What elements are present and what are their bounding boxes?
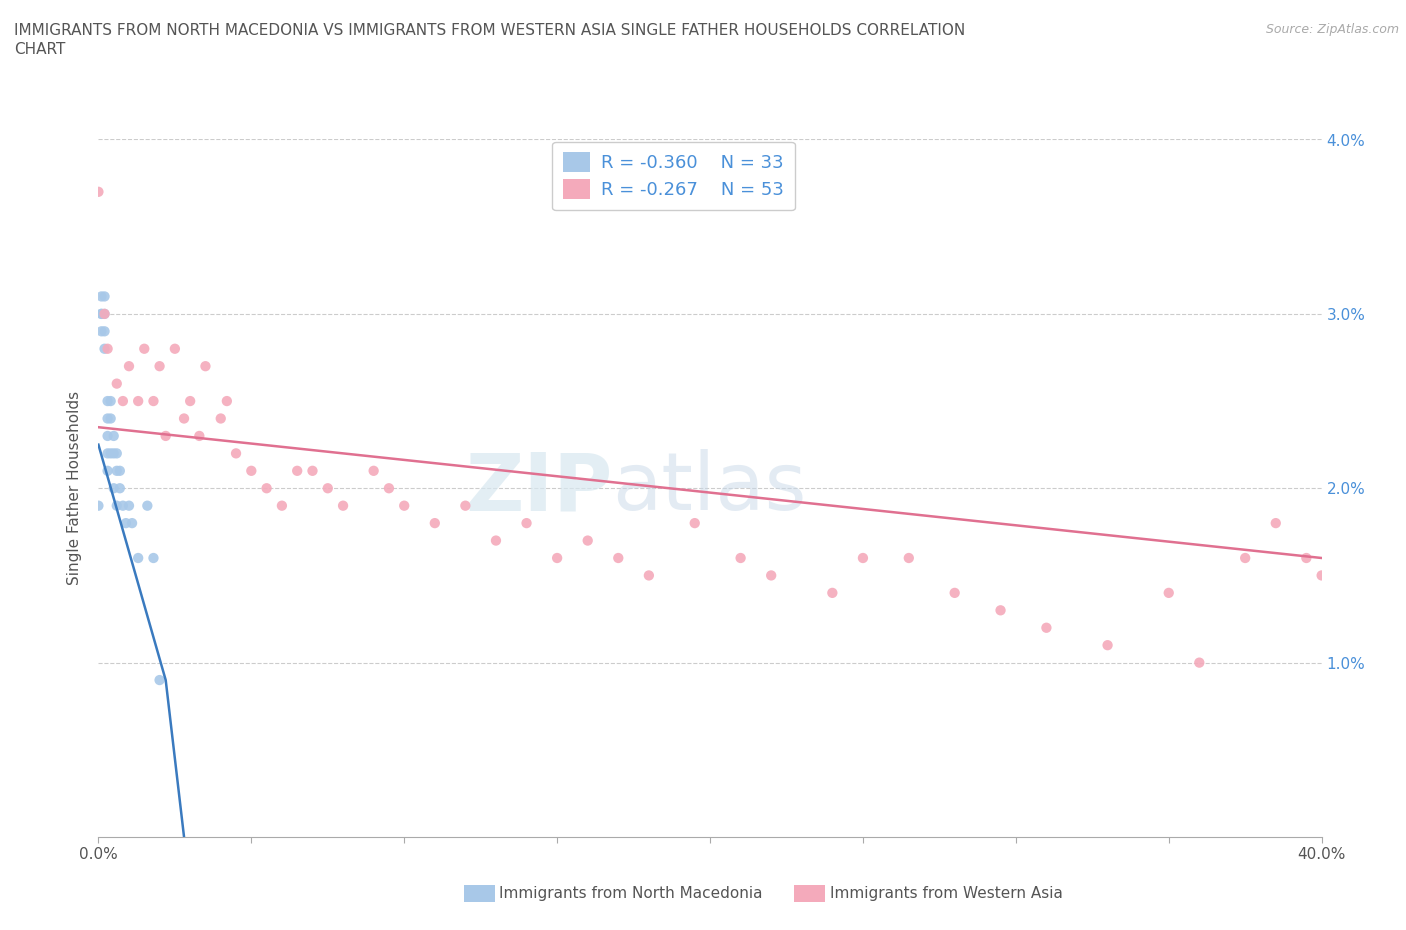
Point (423, 515, 446, 530)
Point (118, 498, 141, 513)
Point (103, 481, 125, 496)
Point (454, 498, 477, 513)
Point (852, 551, 875, 565)
Point (93, 324, 115, 339)
Point (121, 515, 143, 530)
Point (759, 568, 782, 583)
Point (90, 324, 112, 339)
Point (90, 289, 112, 304)
Text: CHART: CHART (14, 42, 66, 57)
Point (97, 393, 120, 408)
Point (105, 446, 128, 461)
Point (270, 498, 292, 513)
Point (90, 307, 112, 322)
Point (194, 359, 217, 374)
Text: Source: ZipAtlas.com: Source: ZipAtlas.com (1265, 23, 1399, 36)
Point (105, 498, 128, 513)
Point (1295, 551, 1317, 565)
Point (363, 463, 385, 478)
Point (111, 498, 134, 513)
Point (392, 498, 416, 513)
Point (111, 393, 134, 408)
Point (821, 586, 844, 601)
Point (93, 341, 115, 356)
Point (100, 393, 122, 408)
Point (149, 359, 172, 374)
Point (256, 481, 278, 496)
Legend: R = -0.360    N = 33, R = -0.267    N = 53: R = -0.360 N = 33, R = -0.267 N = 53 (553, 141, 794, 210)
Point (576, 533, 599, 548)
Point (179, 393, 201, 408)
Point (1264, 515, 1286, 530)
Y-axis label: Single Father Households: Single Father Households (67, 392, 83, 585)
Point (127, 393, 149, 408)
Point (97, 463, 120, 478)
Point (637, 568, 661, 583)
Point (93, 307, 115, 322)
Point (1310, 568, 1333, 583)
Point (730, 551, 752, 565)
Point (1234, 551, 1257, 565)
Point (134, 341, 156, 356)
Point (149, 672, 172, 687)
Point (142, 551, 165, 565)
Text: atlas: atlas (612, 449, 807, 527)
Point (93, 307, 115, 322)
Point (97, 446, 120, 461)
Point (683, 515, 706, 530)
Point (943, 586, 966, 601)
Point (115, 515, 138, 530)
Point (1188, 656, 1211, 671)
Point (897, 551, 920, 565)
Point (516, 515, 538, 530)
Point (97, 341, 120, 356)
Point (142, 393, 165, 408)
Point (100, 446, 122, 461)
Point (332, 498, 354, 513)
Point (97, 429, 120, 444)
Point (93, 289, 115, 304)
Point (108, 463, 131, 478)
Point (163, 341, 186, 356)
Point (1035, 620, 1057, 635)
Point (108, 481, 131, 496)
Point (97, 411, 120, 426)
Point (87, 184, 110, 199)
Point (155, 429, 177, 444)
Point (225, 446, 247, 461)
Point (378, 481, 401, 496)
Text: Immigrants from North Macedonia: Immigrants from North Macedonia (499, 886, 762, 901)
Point (103, 446, 125, 461)
Point (173, 411, 195, 426)
Point (240, 463, 263, 478)
Point (1157, 586, 1180, 601)
Point (127, 551, 149, 565)
Point (188, 429, 211, 444)
Point (546, 551, 568, 565)
Point (285, 463, 308, 478)
Point (90, 307, 112, 322)
Point (100, 411, 122, 426)
Point (485, 533, 508, 548)
Point (105, 377, 128, 392)
Point (316, 481, 339, 496)
Point (105, 463, 128, 478)
Point (118, 359, 141, 374)
Text: ZIP: ZIP (465, 449, 612, 527)
Point (990, 603, 1012, 618)
Point (301, 463, 323, 478)
Point (607, 551, 630, 565)
Text: Immigrants from Western Asia: Immigrants from Western Asia (830, 886, 1063, 901)
Point (87, 498, 110, 513)
Point (136, 498, 159, 513)
Text: IMMIGRANTS FROM NORTH MACEDONIA VS IMMIGRANTS FROM WESTERN ASIA SINGLE FATHER HO: IMMIGRANTS FROM NORTH MACEDONIA VS IMMIG… (14, 23, 966, 38)
Point (209, 411, 232, 426)
Point (215, 393, 238, 408)
Point (103, 429, 125, 444)
Point (1097, 638, 1119, 653)
